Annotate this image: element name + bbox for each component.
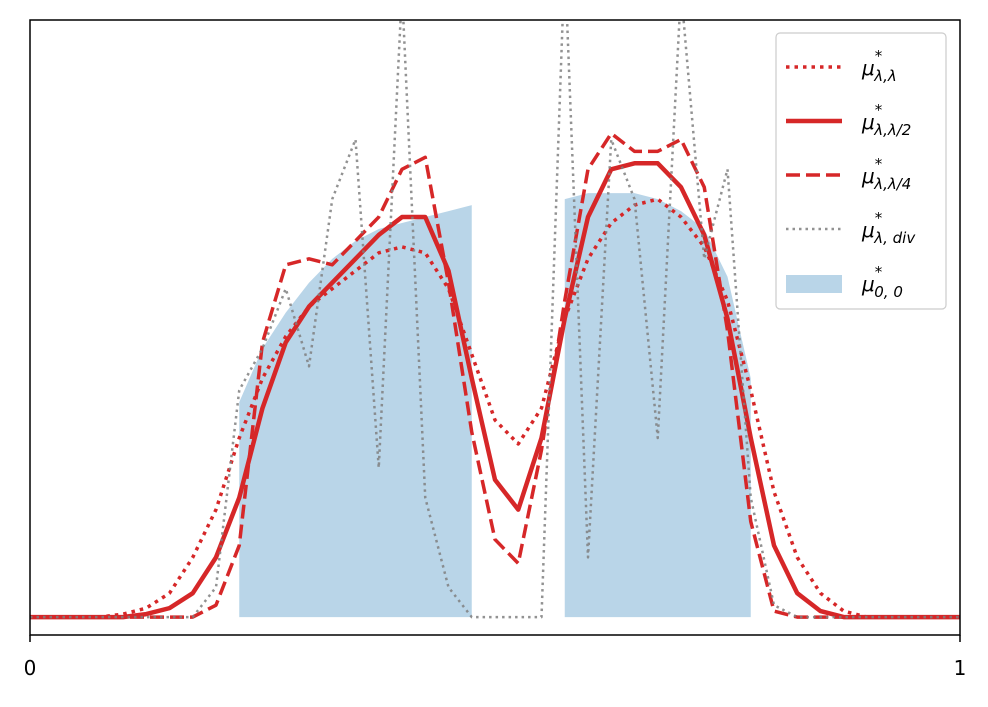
legend-name: μ [861,110,875,134]
legend-sub: λ, div [873,229,916,247]
line [30,197,960,619]
legend-name: μ [861,218,875,242]
area [564,193,751,618]
line [30,131,960,619]
legend-label: μ* λ,λ [861,47,897,85]
legend-label: μ* λ,λ/4 [861,155,911,193]
area [239,205,472,618]
legend-sup: * [875,155,883,173]
legend-sub: λ,λ/2 [873,121,911,139]
x-tick-label: 0 [24,656,37,680]
legend-label: μ* λ,λ/2 [861,101,911,139]
legend-sub: λ,λ/4 [873,175,911,193]
legend-name: μ [861,164,875,188]
legend-label: μ* λ, div [861,209,916,247]
x-tick-label: 1 [954,656,967,680]
legend-name: μ [861,272,875,296]
axes-frame [29,19,961,636]
legend-sup: * [875,209,883,227]
legend-name: μ [861,56,875,80]
line [30,161,960,620]
plot-area [30,20,960,620]
legend-frame [775,32,947,310]
legend-sub: 0, 0 [874,283,903,301]
legend-sup: * [875,263,883,281]
legend-sup: * [875,101,883,119]
legend-swatch [786,275,842,293]
legend-label: μ* 0, 0 [861,263,903,301]
legend-sup: * [875,47,883,65]
legend-sub: λ,λ [873,67,897,85]
